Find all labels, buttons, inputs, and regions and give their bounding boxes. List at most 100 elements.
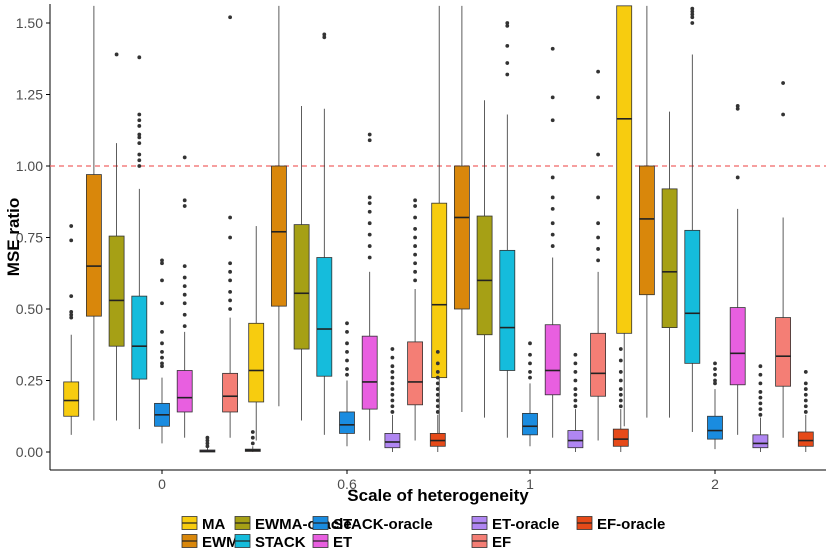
outlier-point — [182, 204, 187, 208]
outlier-point — [618, 392, 623, 397]
outlier-point — [413, 244, 417, 248]
box-STACK-0.6 — [316, 32, 333, 435]
outlier-point — [228, 298, 233, 303]
outlier-point — [390, 381, 395, 386]
outlier-point — [618, 370, 623, 374]
box-body — [612, 428, 629, 447]
y-tick-label: 1.25 — [16, 87, 43, 103]
box-body — [499, 249, 516, 371]
outlier-point — [528, 370, 532, 374]
outlier-point — [758, 401, 763, 406]
box-body — [661, 188, 678, 328]
outlier-point — [114, 52, 119, 57]
outlier-point — [390, 364, 395, 369]
outlier-point — [69, 312, 74, 317]
outlier-point — [713, 381, 717, 386]
box-body — [567, 430, 584, 449]
outlier-point — [618, 378, 623, 383]
outlier-point — [205, 441, 210, 446]
outlier-point — [160, 261, 164, 266]
outlier-point — [550, 46, 555, 51]
outlier-point — [228, 278, 233, 283]
outlier-point — [367, 209, 372, 214]
box-STACK-oracle-0.6 — [339, 321, 355, 447]
outlier-point — [182, 284, 187, 289]
outlier-point — [758, 412, 763, 417]
box-body — [775, 317, 791, 387]
outlier-point — [550, 221, 555, 226]
outlier-point — [528, 352, 532, 357]
outlier-point — [413, 252, 417, 257]
outlier-point — [735, 104, 740, 108]
box-body — [361, 335, 378, 410]
outlier-point — [505, 23, 510, 28]
outlier-point — [390, 375, 395, 380]
box-EWMA-0.6 — [270, 5, 287, 407]
legend-label: ET-oracle — [492, 516, 560, 533]
outlier-point — [573, 404, 578, 409]
outlier-point — [803, 398, 808, 403]
outlier-point — [367, 221, 372, 226]
outlier-point — [137, 124, 142, 128]
outlier-point — [182, 292, 187, 297]
legend: MAEWMAEWMA-oracleSTACKSTACK-oracleETET-o… — [181, 516, 665, 551]
outlier-point — [345, 367, 349, 371]
outlier-point — [758, 364, 763, 369]
outlier-point — [435, 361, 440, 366]
box-STACK-0 — [131, 55, 148, 430]
outlier-point — [758, 407, 763, 411]
legend-entry: STACK — [234, 534, 306, 551]
outlier-point — [228, 289, 233, 294]
outlier-point — [250, 430, 255, 434]
outlier-point — [160, 258, 164, 263]
outlier-point — [435, 387, 440, 391]
box-ET-0 — [176, 155, 193, 438]
outlier-point — [781, 81, 785, 85]
outlier-point — [550, 95, 555, 100]
outlier-point — [137, 55, 142, 60]
outlier-point — [345, 372, 349, 377]
outlier-point — [618, 398, 623, 403]
box-STACK-1 — [499, 21, 516, 438]
y-tick-label: 1.00 — [16, 158, 43, 174]
outlier-point — [596, 221, 600, 226]
outlier-point — [182, 324, 187, 329]
box-STACK-oracle-2 — [707, 361, 723, 450]
outlier-point — [435, 350, 440, 354]
outlier-point — [781, 112, 785, 117]
outlier-point — [367, 201, 372, 206]
outlier-point — [690, 15, 695, 20]
legend-entry: STACK-oracle — [312, 516, 433, 533]
box-ET-2 — [729, 104, 746, 435]
outlier-point — [435, 398, 440, 403]
x-tick-label: 0 — [158, 476, 166, 492]
x-tick-label: 1 — [526, 476, 534, 492]
outlier-point — [550, 244, 555, 248]
outlier-point — [413, 269, 417, 274]
outlier-point — [550, 207, 555, 211]
outlier-point — [160, 350, 164, 354]
outlier-point — [596, 195, 600, 200]
box-ET-oracle-2 — [752, 364, 769, 452]
box-body — [176, 370, 193, 413]
outlier-point — [713, 361, 717, 366]
outlier-point — [758, 381, 763, 386]
outlier-point — [758, 372, 763, 377]
legend-label: EF-oracle — [597, 516, 665, 533]
outlier-point — [803, 404, 808, 409]
box-MA-0 — [63, 224, 80, 435]
outlier-point — [596, 235, 600, 240]
outlier-point — [550, 175, 555, 180]
box-MA-1 — [431, 5, 448, 438]
outlier-point — [345, 321, 349, 326]
outlier-point — [618, 404, 623, 409]
outlier-point — [803, 410, 808, 414]
outlier-point — [713, 378, 717, 383]
outlier-point — [228, 215, 233, 220]
legend-entry: ET-oracle — [471, 516, 560, 533]
outlier-point — [803, 392, 808, 397]
outlier-point — [803, 387, 808, 391]
outlier-point — [182, 264, 187, 268]
legend-entry: ET — [312, 534, 352, 551]
